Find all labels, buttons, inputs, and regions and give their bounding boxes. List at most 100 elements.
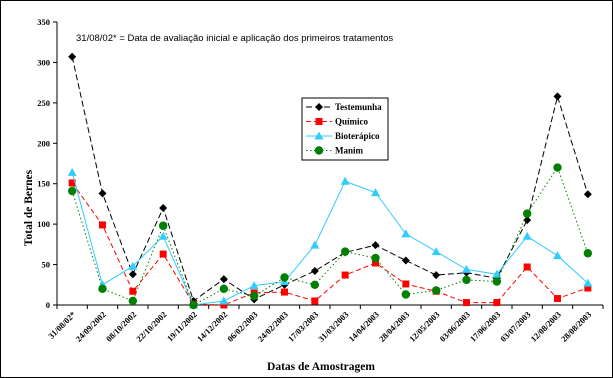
- data-point-manim: [553, 163, 562, 172]
- data-point-quimico: [68, 179, 76, 187]
- data-point-testemunha: [128, 270, 137, 279]
- x-tick-label: 19/11/2002: [165, 309, 199, 343]
- y-axis-ticks: 0 50 100 150 200 250 300 350: [37, 17, 57, 310]
- y-tick-label: 50: [42, 260, 51, 270]
- legend-marker-bioterapico: [314, 131, 324, 140]
- data-point-manim: [158, 221, 168, 230]
- data-point-quimico: [554, 295, 561, 303]
- series-bioterapico: [67, 167, 593, 309]
- x-tick-label: 12/08/2003: [528, 309, 562, 343]
- data-point-quimico: [311, 297, 319, 305]
- data-point-testemunha: [432, 271, 441, 280]
- data-point-bioterapico: [462, 264, 471, 273]
- data-point-quimico: [463, 299, 470, 307]
- data-point-quimico: [281, 288, 288, 296]
- legend-label-testemunha: Testemunha: [335, 102, 382, 112]
- data-point-quimico: [220, 301, 228, 309]
- data-point-testemunha: [583, 190, 592, 199]
- data-point-bioterapico: [340, 176, 350, 185]
- data-point-manim: [67, 186, 77, 196]
- data-point-bioterapico: [128, 261, 138, 270]
- data-point-testemunha: [310, 267, 319, 276]
- chart-legend: Testemunha Químico Bioterápico Manim: [301, 97, 389, 161]
- data-point-quimico: [584, 284, 592, 292]
- series-quimico: [68, 179, 592, 309]
- data-point-quimico: [402, 280, 410, 288]
- x-tick-label: 24/09/2002: [73, 309, 107, 343]
- data-point-manim: [219, 284, 229, 294]
- legend-label-quimico: Químico: [335, 117, 368, 127]
- y-tick-label: 350: [37, 17, 50, 27]
- x-tick-label: 31/03/2003: [316, 309, 350, 343]
- data-point-quimico: [159, 250, 167, 258]
- series-testemunha: [68, 52, 592, 305]
- series-line-testemunha: [71, 56, 589, 302]
- legend-label-manim: Manim: [335, 146, 364, 156]
- x-tick-label: 22/10/2002: [134, 309, 168, 343]
- x-tick-label: 28/04/2003: [377, 309, 411, 343]
- x-tick-label: 14/04/2003: [346, 309, 380, 343]
- data-point-manim: [128, 296, 138, 306]
- x-tick-label: 14/12/2002: [195, 309, 229, 343]
- data-point-manim: [583, 249, 593, 258]
- data-point-bioterapico: [219, 296, 229, 305]
- data-point-bioterapico: [310, 240, 320, 249]
- x-axis-ticks: 31/08/02*24/09/200208/10/200222/10/20021…: [46, 305, 604, 344]
- data-point-quimico: [372, 259, 379, 267]
- x-tick-label: 03/06/2003: [437, 309, 471, 343]
- data-point-testemunha: [98, 189, 107, 198]
- data-point-bioterapico: [67, 167, 77, 176]
- data-point-manim: [492, 277, 502, 286]
- y-tick-label: 0: [46, 300, 50, 310]
- data-point-manim: [340, 247, 350, 256]
- data-point-manim: [189, 300, 198, 310]
- data-point-bioterapico: [371, 188, 380, 197]
- data-point-bioterapico: [431, 247, 441, 256]
- legend-marker-manim: [314, 146, 324, 155]
- data-point-bioterapico: [249, 281, 259, 290]
- series-manim: [67, 163, 593, 310]
- x-tick-label: 24/02/2003: [255, 309, 289, 343]
- x-axis-title: Datas de Amostragem: [267, 361, 375, 373]
- x-tick-label: 12/05/2003: [407, 309, 441, 343]
- data-point-manim: [310, 280, 320, 289]
- data-point-bioterapico: [158, 231, 168, 240]
- data-point-manim: [98, 284, 107, 294]
- y-tick-label: 300: [37, 57, 50, 67]
- series-line-quimico: [71, 182, 588, 306]
- data-point-testemunha: [371, 241, 380, 250]
- data-point-manim: [522, 209, 532, 218]
- chart-annotation: 31/08/02* = Data de avaliação inicial e …: [76, 33, 393, 44]
- data-point-manim: [249, 291, 259, 301]
- y-tick-label: 200: [37, 138, 50, 148]
- data-point-manim: [371, 253, 380, 263]
- series-lines: [67, 52, 593, 310]
- legend-marker-quimico: [315, 118, 323, 125]
- x-tick-label: 17/06/2003: [468, 309, 502, 343]
- y-axis-title: Total de Bernes: [23, 169, 35, 246]
- x-tick-label: 28/08/2003: [559, 309, 593, 343]
- data-point-bioterapico: [522, 231, 532, 240]
- data-point-testemunha: [68, 52, 77, 61]
- data-point-quimico: [523, 263, 531, 271]
- data-point-bioterapico: [583, 278, 593, 287]
- chart-axes: [56, 22, 603, 306]
- y-tick-label: 150: [37, 179, 50, 189]
- legend-label-bioterapico: Bioterápico: [335, 131, 380, 141]
- series-line-manim: [71, 166, 589, 306]
- data-point-testemunha: [219, 275, 228, 284]
- data-point-manim: [462, 275, 471, 285]
- data-point-quimico: [129, 287, 137, 295]
- data-point-manim: [280, 273, 289, 282]
- y-tick-label: 250: [37, 98, 50, 108]
- data-point-testemunha: [401, 256, 410, 265]
- series-line-bioterapico: [71, 172, 589, 306]
- data-point-manim: [401, 290, 411, 299]
- data-point-quimico: [99, 221, 106, 229]
- data-point-testemunha: [159, 203, 168, 212]
- data-point-bioterapico: [553, 251, 562, 260]
- x-tick-label: 06/02/2003: [225, 309, 259, 343]
- data-point-manim: [431, 286, 441, 295]
